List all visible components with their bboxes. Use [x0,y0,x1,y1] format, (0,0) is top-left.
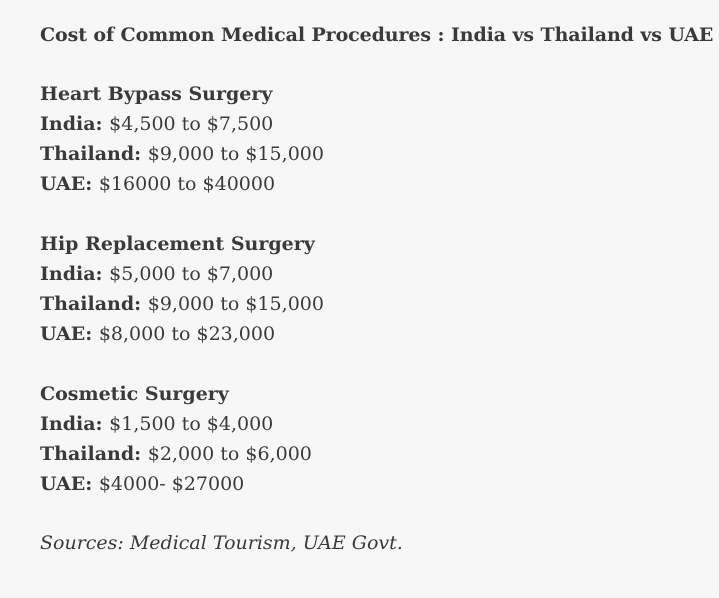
article-content: Cost of Common Medical Procedures : Indi… [40,21,714,557]
cost-range: $2,000 to $6,000 [147,443,312,465]
cost-range: $4,500 to $7,500 [109,113,274,135]
cost-row-thailand: Thailand: $9,000 to $15,000 [40,139,699,169]
country-label: Thailand: [40,143,148,165]
country-label: UAE: [40,323,99,345]
cost-range: $9,000 to $15,000 [147,293,324,315]
country-label: UAE: [40,173,99,195]
section-hip-replacement: Hip Replacement Surgery India: $5,000 to… [40,229,699,349]
section-cosmetic: Cosmetic Surgery India: $1,500 to $4,000… [40,379,699,499]
country-label: India: [40,113,110,135]
cost-range: $16000 to $40000 [98,173,276,195]
country-label: Thailand: [40,443,148,465]
cost-row-india: India: $1,500 to $4,000 [40,409,699,439]
cost-range: $4000- $27000 [98,473,245,495]
section-heading: Heart Bypass Surgery [40,83,273,105]
section-heart-bypass: Heart Bypass Surgery India: $4,500 to $7… [40,79,699,199]
country-label: India: [40,263,110,285]
cost-range: $9,000 to $15,000 [147,143,324,165]
cost-row-uae: UAE: $4000- $27000 [40,469,699,499]
cost-row-india: India: $4,500 to $7,500 [40,109,699,139]
section-heading: Hip Replacement Surgery [40,233,315,255]
country-label: UAE: [40,473,99,495]
section-heading: Cosmetic Surgery [40,383,229,405]
page-title: Cost of Common Medical Procedures : Indi… [40,24,714,46]
country-label: Thailand: [40,293,148,315]
cost-row-thailand: Thailand: $2,000 to $6,000 [40,439,699,469]
cost-range: $8,000 to $23,000 [98,323,276,345]
cost-range: $5,000 to $7,000 [109,263,274,285]
cost-row-uae: UAE: $16000 to $40000 [40,169,699,199]
cost-row-thailand: Thailand: $9,000 to $15,000 [40,289,699,319]
cost-range: $1,500 to $4,000 [109,413,274,435]
sources-note: Sources: Medical Tourism, UAE Govt. [40,532,403,554]
cost-row-uae: UAE: $8,000 to $23,000 [40,319,699,349]
cost-row-india: India: $5,000 to $7,000 [40,259,699,289]
country-label: India: [40,413,110,435]
